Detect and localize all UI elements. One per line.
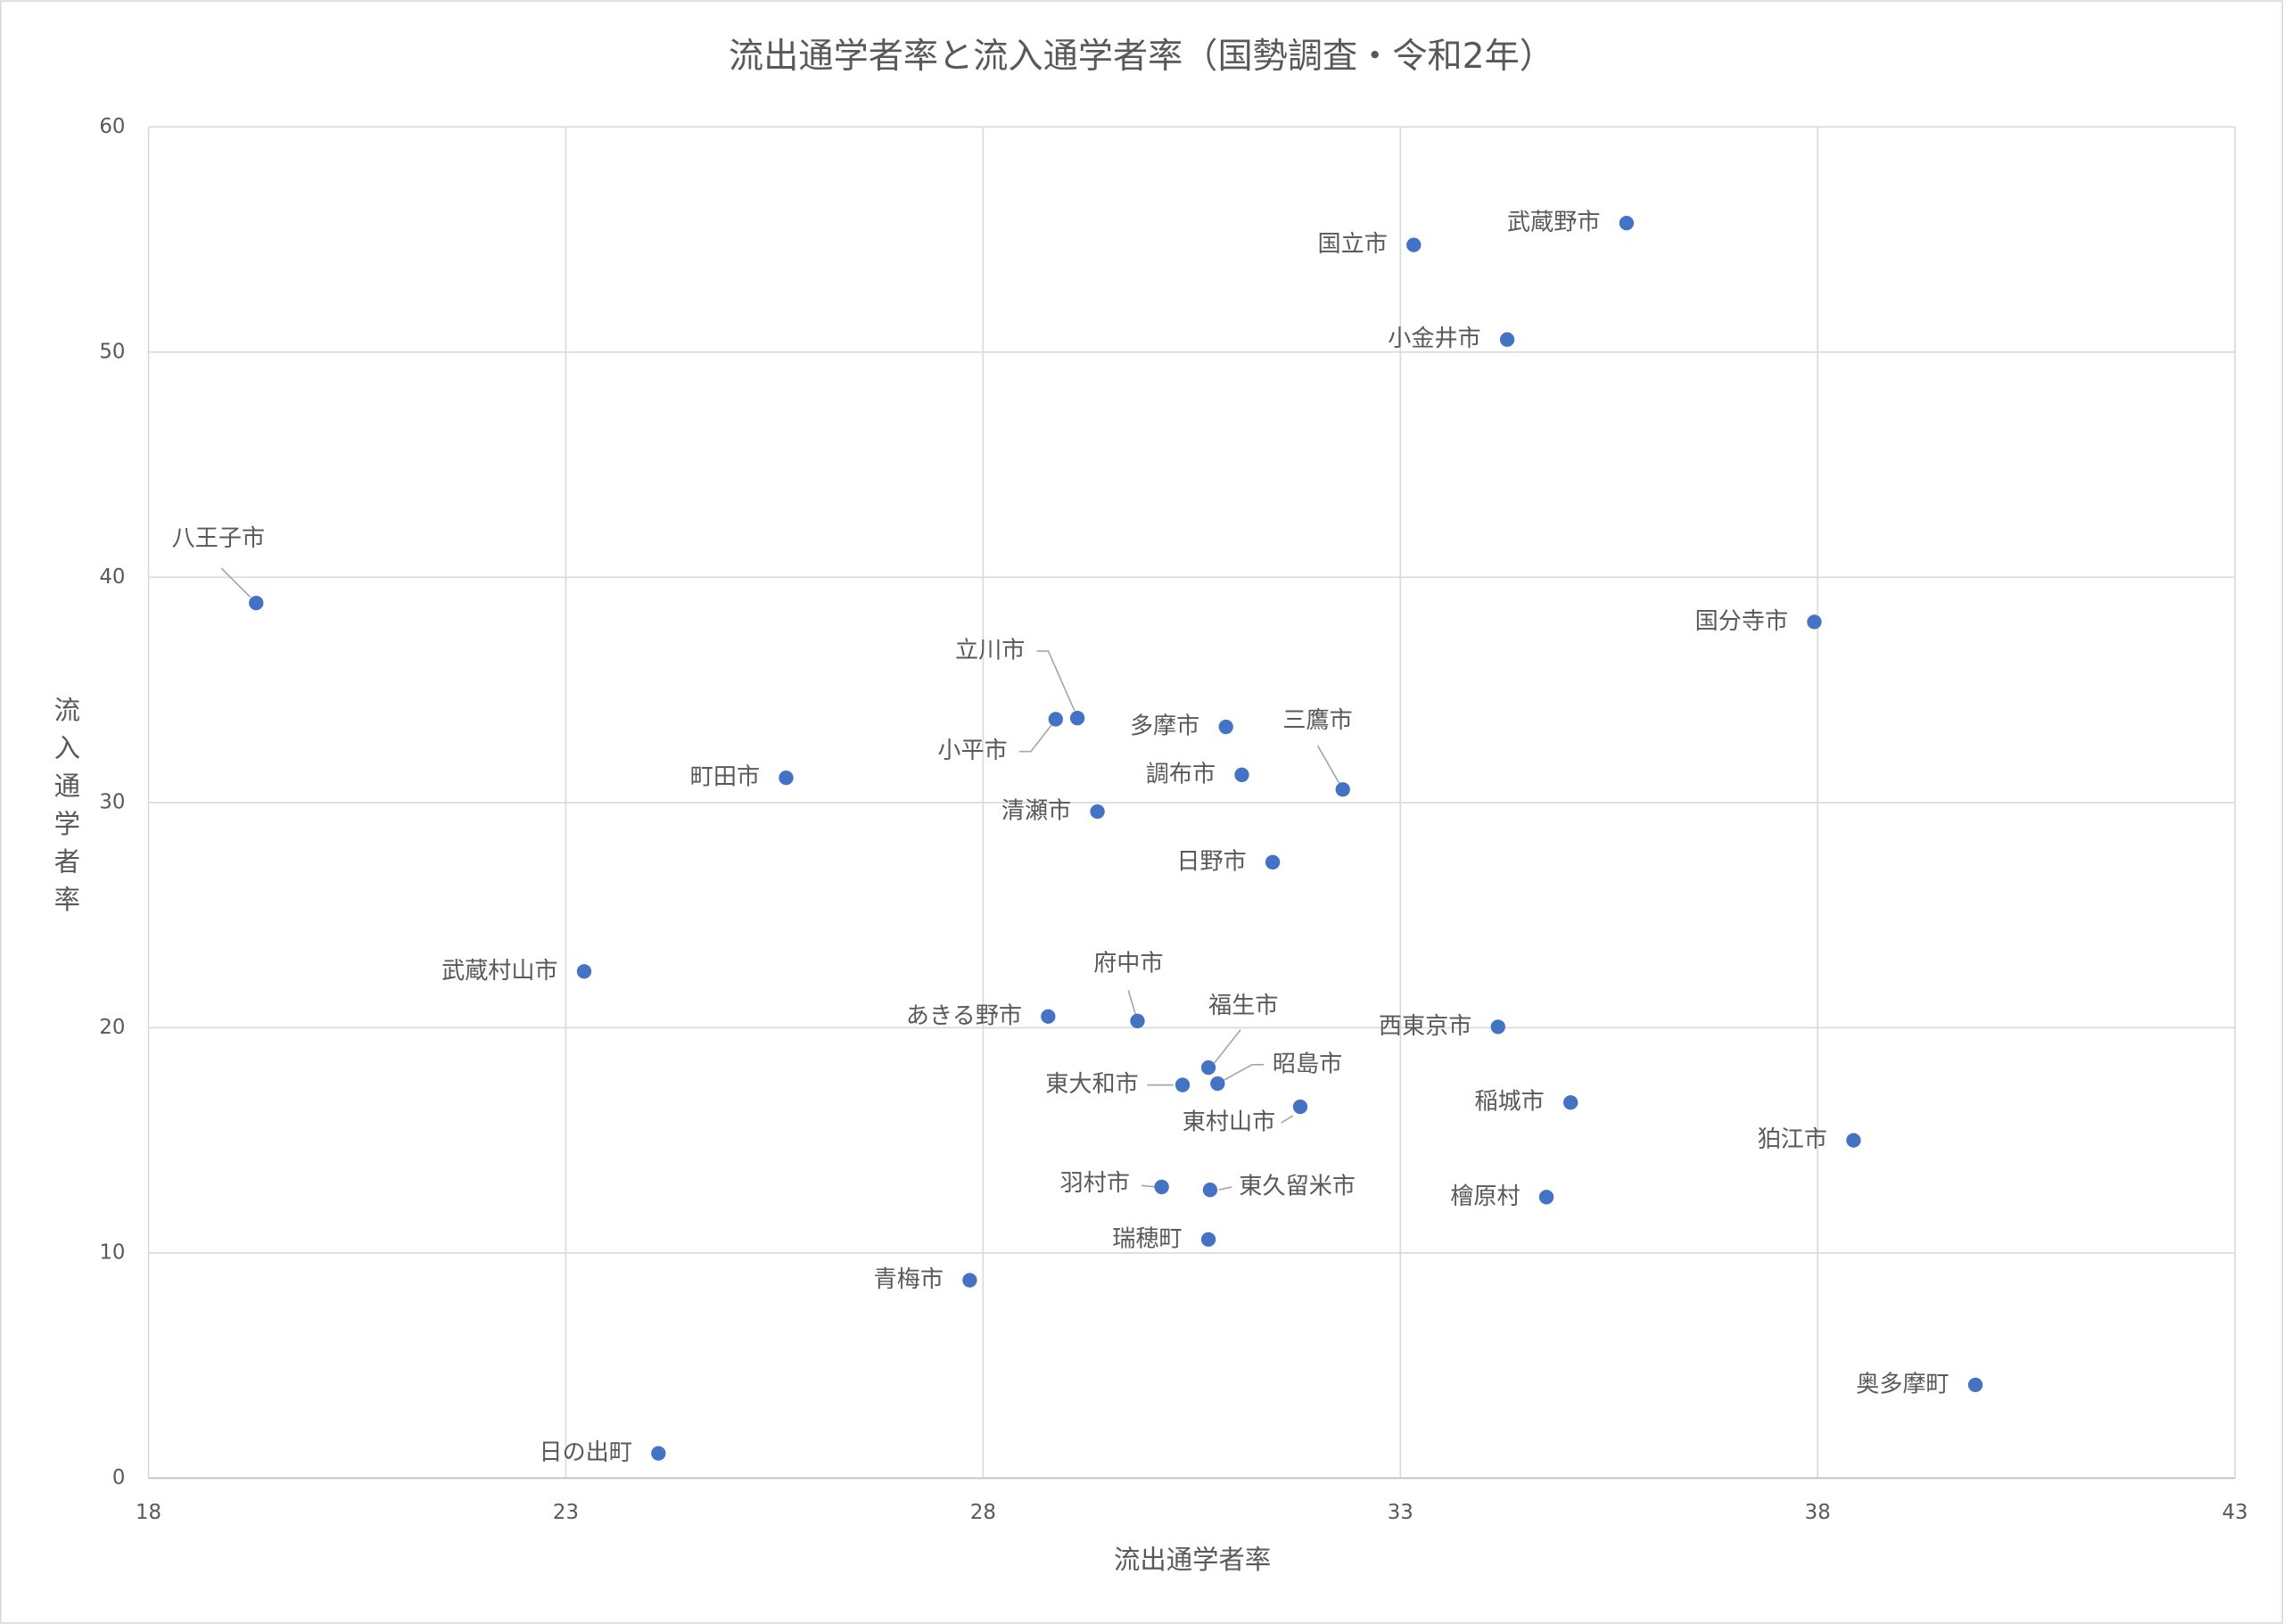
x-tick-label: 33 bbox=[1388, 1501, 1413, 1524]
data-label: 日の出町 bbox=[539, 1439, 631, 1466]
point bbox=[1538, 1190, 1554, 1205]
point bbox=[1048, 712, 1063, 727]
data-label: 檜原村 bbox=[1450, 1183, 1520, 1210]
data-label: 三鷹市 bbox=[1282, 707, 1352, 734]
y-tick-label: 20 bbox=[99, 1016, 125, 1039]
data-label: 八王子市 bbox=[172, 525, 265, 552]
leader-line bbox=[1036, 650, 1076, 712]
point bbox=[1200, 1059, 1216, 1076]
data-label: 奥多摩町 bbox=[1856, 1371, 1949, 1397]
point bbox=[1041, 1009, 1056, 1024]
point bbox=[1265, 854, 1281, 870]
leader-line bbox=[1127, 990, 1137, 1016]
point bbox=[1069, 711, 1085, 726]
x-tick-label: 23 bbox=[553, 1501, 579, 1524]
y-tick-label: 0 bbox=[112, 1466, 126, 1489]
data-label: 多摩市 bbox=[1130, 713, 1199, 740]
point bbox=[1234, 767, 1249, 782]
data-label: 東村山市 bbox=[1183, 1109, 1275, 1136]
point bbox=[779, 770, 794, 786]
leader-line bbox=[1218, 1186, 1232, 1191]
point bbox=[1967, 1377, 1983, 1393]
data-label: 東久留米市 bbox=[1239, 1173, 1356, 1199]
x-tick-label: 38 bbox=[1805, 1501, 1831, 1524]
data-label: 立川市 bbox=[955, 638, 1025, 664]
point bbox=[1174, 1077, 1191, 1092]
data-label: 調布市 bbox=[1146, 761, 1216, 787]
point bbox=[1619, 215, 1635, 231]
data-label: 清瀬市 bbox=[1001, 797, 1071, 824]
point bbox=[1210, 1076, 1225, 1092]
point bbox=[1499, 332, 1515, 347]
leader-line bbox=[1213, 1029, 1241, 1064]
point bbox=[1130, 1013, 1145, 1028]
y-tick-label: 10 bbox=[99, 1241, 125, 1264]
y-tick-label: 50 bbox=[99, 340, 125, 363]
point bbox=[1846, 1133, 1861, 1148]
y-tick-label: 60 bbox=[99, 115, 125, 138]
data-label: 武蔵野市 bbox=[1507, 210, 1600, 236]
data-label: 町田市 bbox=[690, 764, 760, 791]
data-label: 国立市 bbox=[1318, 231, 1388, 258]
point bbox=[1218, 719, 1233, 735]
data-label: 昭島市 bbox=[1273, 1051, 1342, 1077]
data-label: 東大和市 bbox=[1045, 1071, 1138, 1098]
leader-line bbox=[1316, 745, 1340, 785]
point bbox=[249, 595, 264, 611]
leader-line bbox=[1141, 1184, 1157, 1188]
data-label: 青梅市 bbox=[874, 1266, 944, 1293]
x-axis-label: 流出通学者率 bbox=[1114, 1545, 1271, 1575]
point bbox=[1563, 1095, 1578, 1110]
point bbox=[962, 1273, 977, 1288]
leader-line bbox=[1281, 1115, 1294, 1124]
data-label: 武蔵村山市 bbox=[441, 958, 558, 985]
point bbox=[576, 964, 592, 979]
point bbox=[1335, 782, 1350, 797]
point bbox=[1406, 237, 1422, 252]
point bbox=[1090, 804, 1105, 820]
leader-line bbox=[1223, 1063, 1265, 1082]
point bbox=[1200, 1232, 1216, 1247]
point bbox=[1490, 1019, 1505, 1035]
point bbox=[1292, 1099, 1308, 1115]
data-label: 日野市 bbox=[1176, 848, 1246, 875]
y-tick-label: 40 bbox=[99, 565, 125, 589]
data-label: 稲城市 bbox=[1474, 1089, 1544, 1116]
point bbox=[651, 1446, 666, 1461]
leader-line bbox=[220, 567, 251, 598]
data-label: 福生市 bbox=[1208, 993, 1278, 1019]
point bbox=[1154, 1179, 1169, 1195]
data-label: 羽村市 bbox=[1060, 1170, 1130, 1197]
data-label: 府中市 bbox=[1093, 951, 1163, 977]
point bbox=[1807, 614, 1822, 630]
data-label: 小平市 bbox=[937, 738, 1007, 764]
data-label: あきる野市 bbox=[906, 1002, 1022, 1029]
x-tick-label: 18 bbox=[136, 1501, 161, 1524]
data-label: 小金井市 bbox=[1388, 326, 1480, 352]
data-label: 瑞穂町 bbox=[1112, 1225, 1182, 1252]
x-tick-label: 43 bbox=[2222, 1501, 2248, 1524]
point bbox=[1202, 1183, 1218, 1198]
chart-title: 流出通学者率と流入通学者率（国勢調査・令和2年） bbox=[729, 37, 1554, 77]
y-axis-label: 流入通学者率 bbox=[50, 697, 80, 924]
data-label: 狛江市 bbox=[1758, 1126, 1827, 1153]
data-label: 国分寺市 bbox=[1695, 608, 1788, 635]
leader-line bbox=[1018, 724, 1052, 753]
y-tick-label: 30 bbox=[99, 790, 125, 813]
data-label: 西東京市 bbox=[1379, 1013, 1471, 1040]
x-tick-label: 28 bbox=[970, 1501, 996, 1524]
